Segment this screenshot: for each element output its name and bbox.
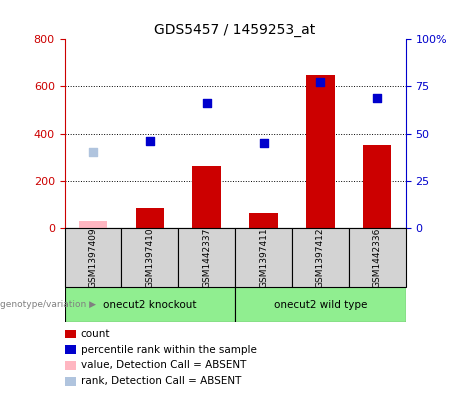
Bar	[65, 287, 235, 322]
Bar	[306, 75, 335, 228]
Bar	[79, 221, 107, 228]
Text: genotype/variation ▶: genotype/variation ▶	[0, 300, 96, 309]
Point	[260, 140, 267, 146]
Bar	[178, 228, 235, 287]
Text: count: count	[81, 329, 110, 339]
Title: GDS5457 / 1459253_at: GDS5457 / 1459253_at	[154, 23, 316, 37]
Bar	[235, 287, 406, 322]
Text: GSM1442336: GSM1442336	[373, 227, 382, 288]
Text: GSM1442337: GSM1442337	[202, 227, 211, 288]
Bar	[121, 228, 178, 287]
Text: GSM1397410: GSM1397410	[145, 227, 154, 288]
Bar	[193, 166, 221, 228]
Bar	[349, 228, 406, 287]
Text: value, Detection Call = ABSENT: value, Detection Call = ABSENT	[81, 360, 246, 371]
Point	[146, 138, 154, 144]
Bar	[249, 213, 278, 228]
Text: GSM1397411: GSM1397411	[259, 227, 268, 288]
Bar	[136, 208, 164, 228]
Text: percentile rank within the sample: percentile rank within the sample	[81, 345, 257, 355]
Text: onecut2 knockout: onecut2 knockout	[103, 299, 196, 310]
Bar	[292, 228, 349, 287]
Bar	[363, 145, 391, 228]
Point	[203, 100, 210, 106]
Text: rank, Detection Call = ABSENT: rank, Detection Call = ABSENT	[81, 376, 241, 386]
Bar	[65, 228, 121, 287]
Text: onecut2 wild type: onecut2 wild type	[274, 299, 367, 310]
Text: GSM1397409: GSM1397409	[89, 227, 97, 288]
Bar	[235, 228, 292, 287]
Point	[317, 79, 324, 85]
Point	[89, 149, 97, 156]
Text: GSM1397412: GSM1397412	[316, 227, 325, 288]
Point	[373, 95, 381, 101]
